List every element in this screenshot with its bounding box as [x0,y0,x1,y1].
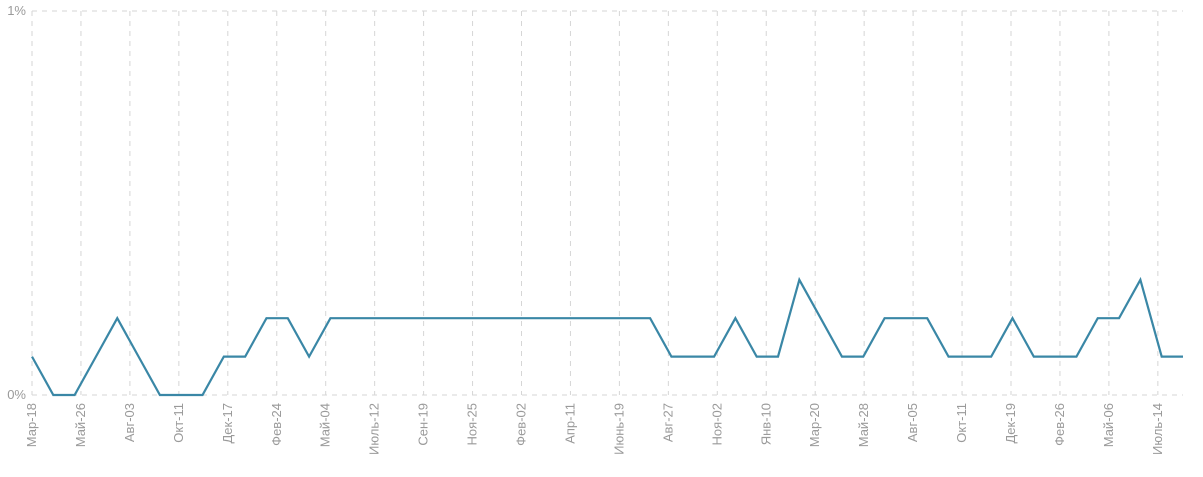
x-tick-label: Май-04 [318,403,333,447]
x-tick-label: Июнь-19 [611,403,626,455]
series-layer [31,276,1183,397]
x-tick-label: Фев-24 [269,403,284,446]
x-tick-label: Сен-19 [416,403,431,446]
x-tick-label: Ноя-25 [465,403,480,445]
x-tick-label: Авг-05 [905,403,920,442]
x-tick-label: Авг-27 [660,403,675,442]
x-tick-label: Дек-19 [1003,403,1018,444]
x-tick-label: Окт-11 [954,403,969,443]
y-tick-label: 0% [7,387,26,402]
x-tick-label: Мар-20 [807,403,822,447]
x-tick-label: Дек-17 [220,403,235,444]
x-tick-label: Фев-02 [514,403,529,446]
x-tick-label: Мар-18 [24,403,39,447]
x-tick-label: Май-28 [856,403,871,447]
series-line [31,276,1183,397]
x-tick-label: Май-06 [1101,403,1116,447]
x-tick-label: Авг-03 [122,403,137,442]
x-tick-label: Май-26 [73,403,88,447]
grid-layer [31,10,1183,396]
tick-label-layer: 0% 1% Мар-18 Май-26 Авг-03 Окт-11 Дек-17 Фев-24… [7,3,1165,455]
x-tick-label: Апр-11 [562,403,577,444]
x-tick-label: Фев-26 [1052,403,1067,446]
x-tick-label: Июль-12 [367,403,382,455]
x-tick-label: Ноя-02 [709,403,724,445]
x-tick-label: Окт-11 [171,403,186,443]
x-tick-label: Июль-14 [1150,403,1165,455]
y-tick-label: 1% [7,3,26,18]
x-tick-label: Янв-10 [758,403,773,445]
